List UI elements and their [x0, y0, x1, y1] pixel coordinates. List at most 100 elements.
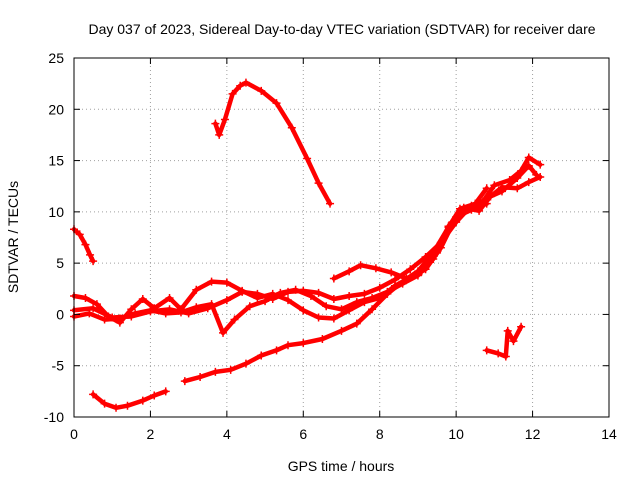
y-tick-label: 25 [48, 50, 64, 66]
data-point [89, 390, 98, 399]
data-point [513, 184, 522, 193]
data-point [371, 264, 380, 273]
data-point [345, 291, 354, 300]
data-point [402, 274, 411, 283]
data-point [219, 328, 228, 337]
data-point [299, 306, 308, 315]
data-point [356, 261, 365, 270]
data-point [524, 178, 533, 187]
data-point [108, 313, 117, 322]
data-point [303, 154, 312, 163]
data-point [482, 346, 491, 355]
data-point [284, 287, 292, 296]
data-point [329, 295, 338, 304]
series-trace-d [213, 80, 333, 206]
data-point [337, 326, 346, 335]
data-point [241, 78, 250, 87]
data-point [89, 257, 98, 266]
data-point [165, 294, 174, 303]
series-trace-g [331, 155, 543, 281]
data-point [421, 252, 430, 261]
x-tick-label: 14 [601, 426, 617, 442]
data-point [536, 160, 545, 169]
data-point [314, 288, 323, 297]
data-point [81, 240, 90, 249]
axis-ticks: 0 2 4 6 8 10 12 14 -10 -5 0 5 10 15 20 25 [44, 50, 617, 442]
data-point [215, 130, 224, 139]
data-point [329, 274, 338, 283]
data-point [505, 176, 514, 185]
data-point [322, 302, 331, 311]
x-tick-label: 6 [299, 426, 307, 442]
data-point [314, 313, 323, 322]
data-point [509, 337, 518, 346]
data-point [268, 295, 277, 304]
data-point [86, 250, 95, 259]
grid-lines [74, 58, 609, 417]
data-point [284, 341, 292, 350]
x-tick-label: 0 [70, 426, 78, 442]
data-point [257, 351, 266, 360]
data-point [503, 326, 512, 335]
data-point [536, 172, 545, 181]
data-point [375, 283, 384, 292]
data-point [238, 287, 247, 296]
y-tick-label: -10 [44, 409, 64, 425]
data-point [112, 403, 121, 412]
data-point [490, 181, 499, 190]
data-point [196, 372, 205, 381]
data-point [436, 238, 445, 247]
data-point [165, 305, 174, 314]
data-point [406, 265, 415, 274]
data-point [184, 309, 193, 318]
data-point [383, 287, 392, 296]
y-tick-label: 15 [48, 153, 64, 169]
y-tick-label: 10 [48, 204, 64, 220]
data-point [222, 296, 231, 305]
data-point [387, 268, 396, 277]
data-point [75, 230, 84, 239]
y-tick-label: 20 [48, 101, 64, 117]
data-point [368, 294, 377, 303]
data-series [70, 78, 545, 412]
data-point [494, 349, 503, 358]
data-point [138, 295, 147, 304]
data-point [498, 183, 506, 192]
y-tick-label: 5 [56, 255, 64, 271]
data-point [475, 206, 484, 215]
data-point [192, 285, 201, 294]
data-point [127, 312, 136, 321]
x-tick-label: 12 [525, 426, 541, 442]
data-point [284, 296, 292, 305]
data-point [352, 298, 361, 307]
data-point [150, 391, 159, 400]
data-point [517, 166, 526, 175]
data-point [352, 319, 361, 328]
data-point [314, 179, 323, 188]
data-point [517, 322, 526, 331]
data-point [241, 359, 250, 368]
data-point [222, 278, 231, 287]
data-point [329, 314, 338, 323]
data-point [226, 365, 235, 374]
data-point [299, 286, 308, 295]
x-tick-label: 10 [448, 426, 464, 442]
data-point [220, 115, 229, 124]
chart-title: Day 037 of 2023, Sidereal Day-to-day VTE… [88, 21, 595, 37]
data-point [81, 294, 90, 303]
data-point [146, 307, 155, 316]
data-point [417, 267, 426, 276]
data-point [433, 248, 442, 257]
data-point [398, 279, 407, 288]
plot-frame [73, 57, 610, 418]
data-point [245, 302, 254, 311]
x-tick-label: 4 [223, 426, 231, 442]
y-axis-title: SDTVAR / TECUs [5, 181, 21, 293]
data-point [318, 335, 327, 344]
y-tick-label: -5 [52, 358, 65, 374]
data-point [236, 81, 245, 90]
data-point [272, 99, 281, 108]
data-point [123, 401, 132, 410]
data-point [501, 352, 510, 361]
